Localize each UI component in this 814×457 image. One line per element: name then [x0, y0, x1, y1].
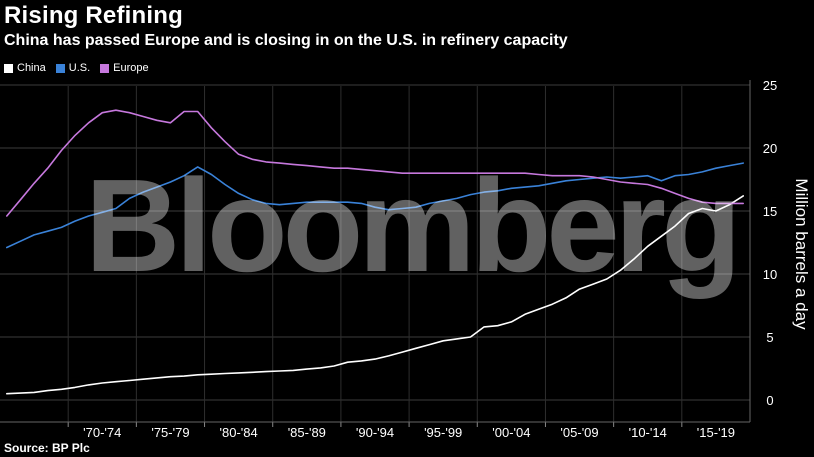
source-note: Source: BP Plc [4, 441, 90, 455]
legend-swatch-china [4, 63, 13, 73]
x-tick-label: '80-'84 [220, 425, 258, 440]
series-line-us [6, 162, 745, 249]
y-tick-label: 10 [763, 267, 777, 282]
y-tick-label: 15 [763, 204, 777, 219]
y-tick-label: 5 [766, 330, 773, 345]
x-tick-label: '05-'09 [560, 425, 598, 440]
series-layer [6, 109, 745, 395]
y-tick-label: 25 [763, 78, 777, 93]
chart-header: Rising Refining China has passed Europe … [4, 2, 810, 51]
axis-layer: 0 5 10 15 20 25 '70-'74 '75-'79 '80-'84 '85-'89 '9… [0, 78, 811, 440]
x-tick-label: '75-'79 [151, 425, 189, 440]
legend: China U.S. Europe [4, 62, 149, 74]
x-tick-label: '70-'74 [83, 425, 121, 440]
chart-subtitle: China has passed Europe and is closing i… [4, 32, 568, 49]
legend-swatch-us [55, 63, 65, 73]
legend-label-europe: Europe [113, 62, 149, 74]
grid-layer [0, 84, 750, 422]
legend-swatch-europe [100, 63, 110, 73]
y-tick-label: 0 [766, 393, 773, 408]
x-tick-label: '00-'04 [492, 425, 530, 440]
legend-label-china: China [17, 62, 46, 74]
x-tick-label: '95-'99 [424, 425, 462, 440]
chart-title: Rising Refining [4, 2, 183, 29]
x-tick-label: '90-'94 [356, 425, 394, 440]
legend-label-us: U.S. [68, 62, 91, 74]
x-tick-label: '10-'14 [629, 425, 667, 440]
y-tick-label: 20 [763, 141, 777, 156]
legend-item-europe: Europe [100, 62, 149, 74]
series-line-china [6, 195, 745, 395]
series-line-europe [6, 109, 745, 217]
legend-item-us: U.S. [55, 62, 91, 74]
x-tick-label: '15-'19 [697, 425, 735, 440]
y-axis-title: Million barrels a day [792, 178, 811, 330]
x-tick-label: '85-'89 [288, 425, 326, 440]
legend-item-china: China [4, 62, 46, 74]
